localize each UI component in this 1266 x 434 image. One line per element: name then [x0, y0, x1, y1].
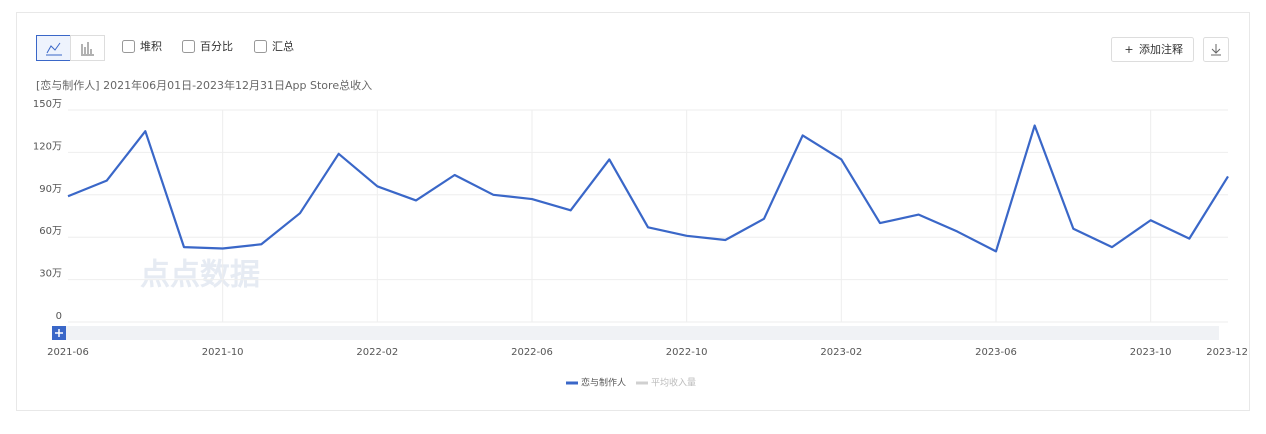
- card: [16, 12, 1250, 411]
- x-tick-label: 2021-06: [47, 347, 89, 358]
- range-slider[interactable]: [52, 326, 1219, 340]
- series-line: [67, 124, 1229, 253]
- checkbox[interactable]: [254, 40, 267, 53]
- checkbox-label: 堆积: [140, 40, 162, 53]
- x-tick-label: 2023-12: [1206, 347, 1248, 358]
- y-tick-label: 120万: [33, 141, 62, 152]
- watermark: 点点数据: [140, 258, 260, 293]
- y-tick-label: 150万: [33, 99, 62, 110]
- y-tick-label: 0: [56, 311, 62, 322]
- y-tick-label: 90万: [39, 184, 62, 195]
- legend-label[interactable]: 恋与制作人: [581, 377, 626, 389]
- x-tick-label: 2022-10: [666, 347, 708, 358]
- x-tick-label: 2023-02: [820, 347, 862, 358]
- chart-subtitle: [恋与制作人] 2021年06月01日-2023年12月31日App Store…: [36, 78, 372, 92]
- annotate-label: 添加注释: [1139, 42, 1183, 56]
- x-tick-label: 2023-10: [1130, 347, 1172, 358]
- plus-icon: +: [1124, 43, 1133, 56]
- bar-icon: [81, 42, 94, 56]
- x-tick-label: 2021-10: [202, 347, 244, 358]
- y-tick-label: 60万: [39, 226, 62, 237]
- y-tick-label: 30万: [39, 269, 62, 280]
- checkbox-label: 百分比: [200, 40, 233, 53]
- x-tick-label: 2023-06: [975, 347, 1017, 358]
- checkbox-label: 汇总: [272, 39, 294, 53]
- checkbox[interactable]: [122, 40, 135, 53]
- download-icon: [1211, 44, 1221, 56]
- annotate-button[interactable]: [1111, 37, 1194, 62]
- legend-label[interactable]: 平均收入量: [651, 377, 696, 389]
- x-tick-label: 2022-02: [356, 347, 398, 358]
- checkbox[interactable]: [182, 40, 195, 53]
- line-icon: [46, 42, 62, 56]
- x-tick-label: 2022-06: [511, 347, 553, 358]
- handle-plus: [55, 329, 63, 337]
